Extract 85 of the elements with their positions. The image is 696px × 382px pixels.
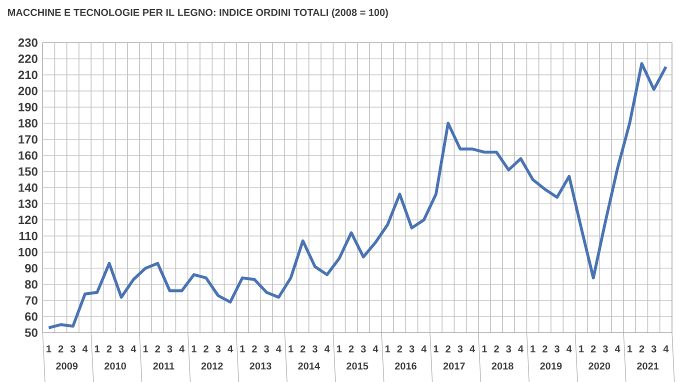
y-tick-label: 90	[25, 264, 38, 272]
x-tick-label: 4	[228, 345, 233, 352]
x-tick-label: 3	[602, 345, 608, 352]
y-tick-label: 160	[18, 151, 38, 160]
x-tick-label: 1	[192, 345, 196, 352]
x-tick-label: 1	[288, 345, 294, 352]
y-tick-label: 200	[18, 86, 38, 96]
y-tick-label: 110	[19, 232, 38, 240]
text: 2017	[443, 362, 465, 370]
x-tick-label: 2	[252, 345, 257, 352]
y-tick-label: 100	[18, 248, 38, 256]
x-tick-label: 4	[421, 345, 427, 352]
y-tick-label: 70	[25, 296, 38, 305]
x-tick-label: 1	[482, 345, 487, 352]
x-tick-label: 1	[385, 345, 390, 352]
x-tick-label: 3	[409, 345, 414, 352]
y-tick-label: 230	[18, 38, 38, 47]
x-tick-label: 3	[506, 345, 512, 352]
y-tick-label: 130	[18, 200, 38, 208]
x-tick-label: 4	[179, 345, 185, 352]
x-tick-label: 4	[324, 345, 330, 352]
text: 2018	[492, 362, 514, 370]
x-tick-label: 4	[130, 345, 136, 352]
x-tick-label: 2	[639, 345, 644, 352]
text: 2013	[250, 362, 272, 370]
x-tick-label: 3	[554, 345, 560, 352]
x-tick-label: 2	[397, 345, 402, 352]
x-tick-label: 1	[94, 345, 100, 352]
x-tick-label: 3	[312, 345, 318, 352]
y-tick-label: 180	[18, 118, 38, 128]
x-tick-label: 1	[337, 345, 342, 352]
x-tick-label: 2	[590, 345, 596, 352]
x-tick-label: 4	[518, 345, 524, 352]
x-tick-label: 2	[446, 345, 450, 352]
y-tick-label: 170	[18, 135, 38, 144]
text: 2021	[637, 362, 659, 370]
text: 2011	[153, 362, 174, 370]
x-tick-label: 1	[579, 345, 584, 352]
x-tick-label: 4	[663, 345, 669, 352]
x-tick-label: 3	[651, 345, 656, 352]
x-tick-label: 3	[360, 345, 366, 352]
text: 2020	[588, 362, 610, 370]
text: 2019	[540, 362, 562, 370]
x-tick-label: 1	[46, 345, 52, 352]
x-tick-label: 3	[458, 345, 463, 352]
x-tick-label: 4	[614, 345, 620, 352]
y-tick-label: 150	[18, 167, 38, 176]
y-tick-label: 120	[18, 216, 38, 224]
x-tick-label: 3	[264, 345, 269, 352]
x-tick-label: 3	[118, 345, 124, 352]
x-tick-label: 4	[566, 345, 572, 352]
x-tick-label: 2	[542, 345, 548, 352]
x-tick-label: 1	[240, 345, 245, 352]
x-tick-label: 4	[276, 345, 282, 352]
text: 2012	[201, 362, 223, 370]
y-tick-label: 220	[18, 54, 38, 64]
text: 2016	[394, 362, 417, 370]
x-tick-label: 2	[300, 345, 306, 352]
x-tick-label: 3	[70, 345, 76, 352]
y-tick-label: 80	[24, 280, 38, 289]
x-tick-label: 4	[82, 345, 88, 352]
x-tick-label: 1	[143, 345, 148, 352]
x-tick-label: 1	[530, 345, 536, 352]
x-tick-label: 3	[216, 345, 221, 352]
text: 2009	[56, 362, 78, 370]
x-tick-label: 2	[106, 345, 112, 352]
x-tick-label: 1	[627, 345, 632, 352]
chart-title: MACCHINE E TECNOLOGIE PER IL LEGNO: INDICE ORDINI TOTALI (2008 = 100)	[8, 8, 388, 18]
x-tick-label: 2	[494, 345, 499, 352]
x-tick-label: 2	[58, 345, 64, 352]
y-tick-label: 50	[24, 328, 38, 337]
y-tick-label: 60	[25, 312, 38, 321]
x-tick-label: 2	[155, 345, 160, 352]
y-tick-label: 190	[18, 102, 38, 112]
x-tick-label: 3	[167, 345, 172, 352]
text: 2014	[298, 362, 320, 370]
y-tick-label: 210	[18, 70, 38, 80]
text: 2010	[104, 362, 126, 370]
y-tick-label: 140	[18, 183, 38, 192]
text: 2015	[346, 362, 368, 370]
x-tick-label: 2	[204, 345, 208, 352]
x-tick-label: 2	[348, 345, 354, 352]
x-tick-label: 4	[372, 345, 378, 352]
x-tick-label: 1	[434, 345, 439, 352]
x-tick-label: 4	[470, 345, 476, 352]
